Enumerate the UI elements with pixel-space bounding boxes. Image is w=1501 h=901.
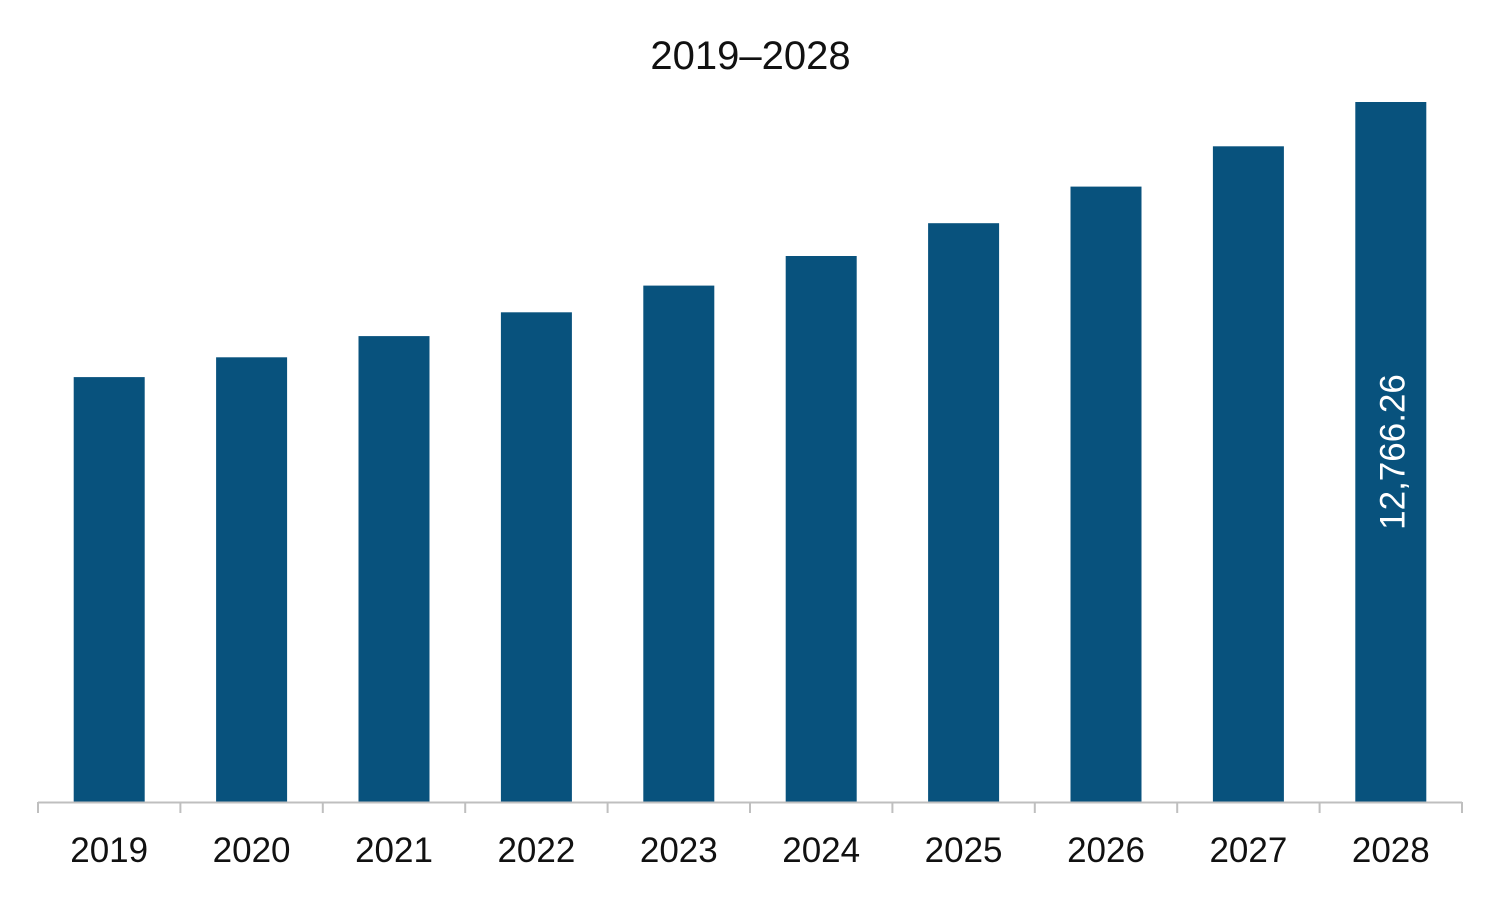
tick-labels-layer: 2019 2020 2021 2022 2023 2024 2025 2026 2027 2028	[70, 831, 1429, 870]
bar-2019	[73, 377, 145, 802]
x-tick-label-2019: 2019	[70, 831, 148, 870]
x-tick-label-2027: 2027	[1209, 831, 1287, 870]
bar-2026	[1070, 186, 1142, 803]
chart-title: 2019–2028	[650, 34, 851, 78]
bar-2020	[216, 357, 288, 802]
bar-2027	[1212, 146, 1284, 803]
bar-2023	[643, 285, 715, 803]
x-tick-label-2028: 2028	[1352, 831, 1430, 870]
bar-2025	[928, 223, 1000, 802]
x-tick-label-2020: 2020	[213, 831, 291, 870]
x-tick-label-2026: 2026	[1067, 831, 1145, 870]
x-axis	[37, 801, 1463, 813]
data-labels-layer: 12,766.26	[1373, 374, 1412, 530]
bar-2028	[1355, 102, 1427, 802]
bar-2021	[358, 336, 430, 802]
x-tick-label-2023: 2023	[640, 831, 718, 870]
bar-2022	[500, 312, 572, 802]
x-tick-label-2022: 2022	[497, 831, 575, 870]
bars-layer	[73, 102, 1427, 803]
x-tick-label-2025: 2025	[925, 831, 1003, 870]
bar-2024	[785, 256, 857, 802]
x-tick-label-2024: 2024	[782, 831, 860, 870]
x-tick-label-2021: 2021	[355, 831, 433, 870]
data-label-2028: 12,766.26	[1373, 374, 1412, 530]
